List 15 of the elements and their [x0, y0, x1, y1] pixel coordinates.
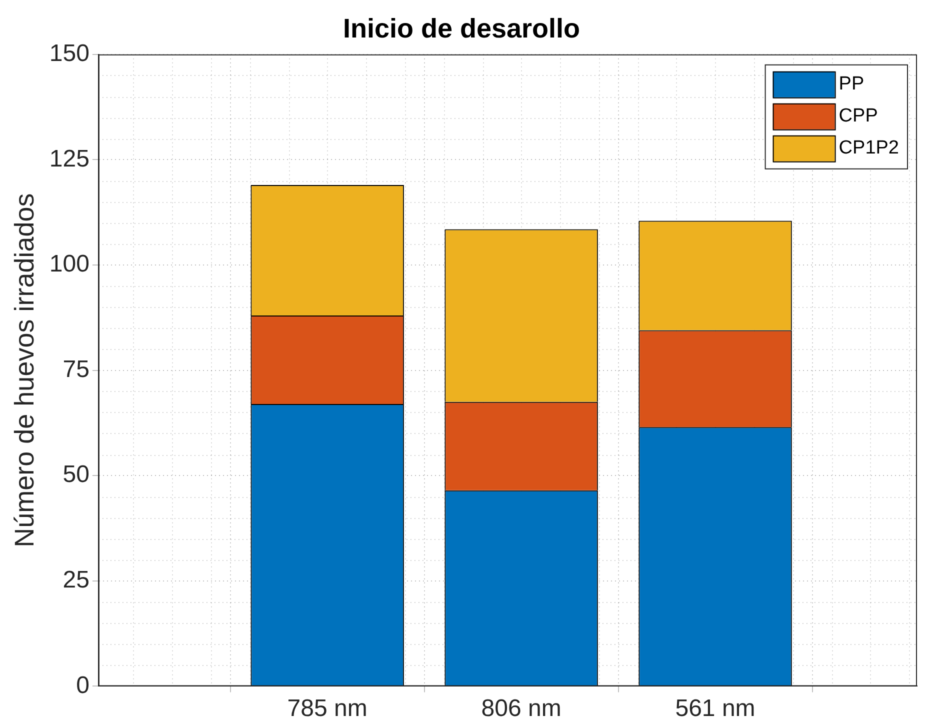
chart-title: Inicio de desarollo: [342, 14, 580, 44]
y-tick-label: 100: [49, 250, 90, 278]
y-axis-title: Número de huevos irradiados: [10, 193, 40, 548]
legend-label: PP: [838, 74, 864, 95]
x-tick-label: 806 nm: [481, 695, 562, 722]
y-tick-label: 50: [62, 461, 90, 488]
y-tick-label: 150: [49, 40, 90, 68]
y-tick-label: 75: [62, 356, 90, 383]
y-tick-label: 0: [76, 672, 90, 699]
x-tick-label: 785 nm: [287, 695, 368, 722]
y-tick-label: 25: [62, 566, 90, 594]
legend-label: CPP: [838, 106, 878, 127]
legend-label: CP1P2: [838, 138, 899, 159]
x-tick-label: 561 nm: [675, 695, 756, 722]
y-tick-label: 125: [49, 145, 90, 172]
